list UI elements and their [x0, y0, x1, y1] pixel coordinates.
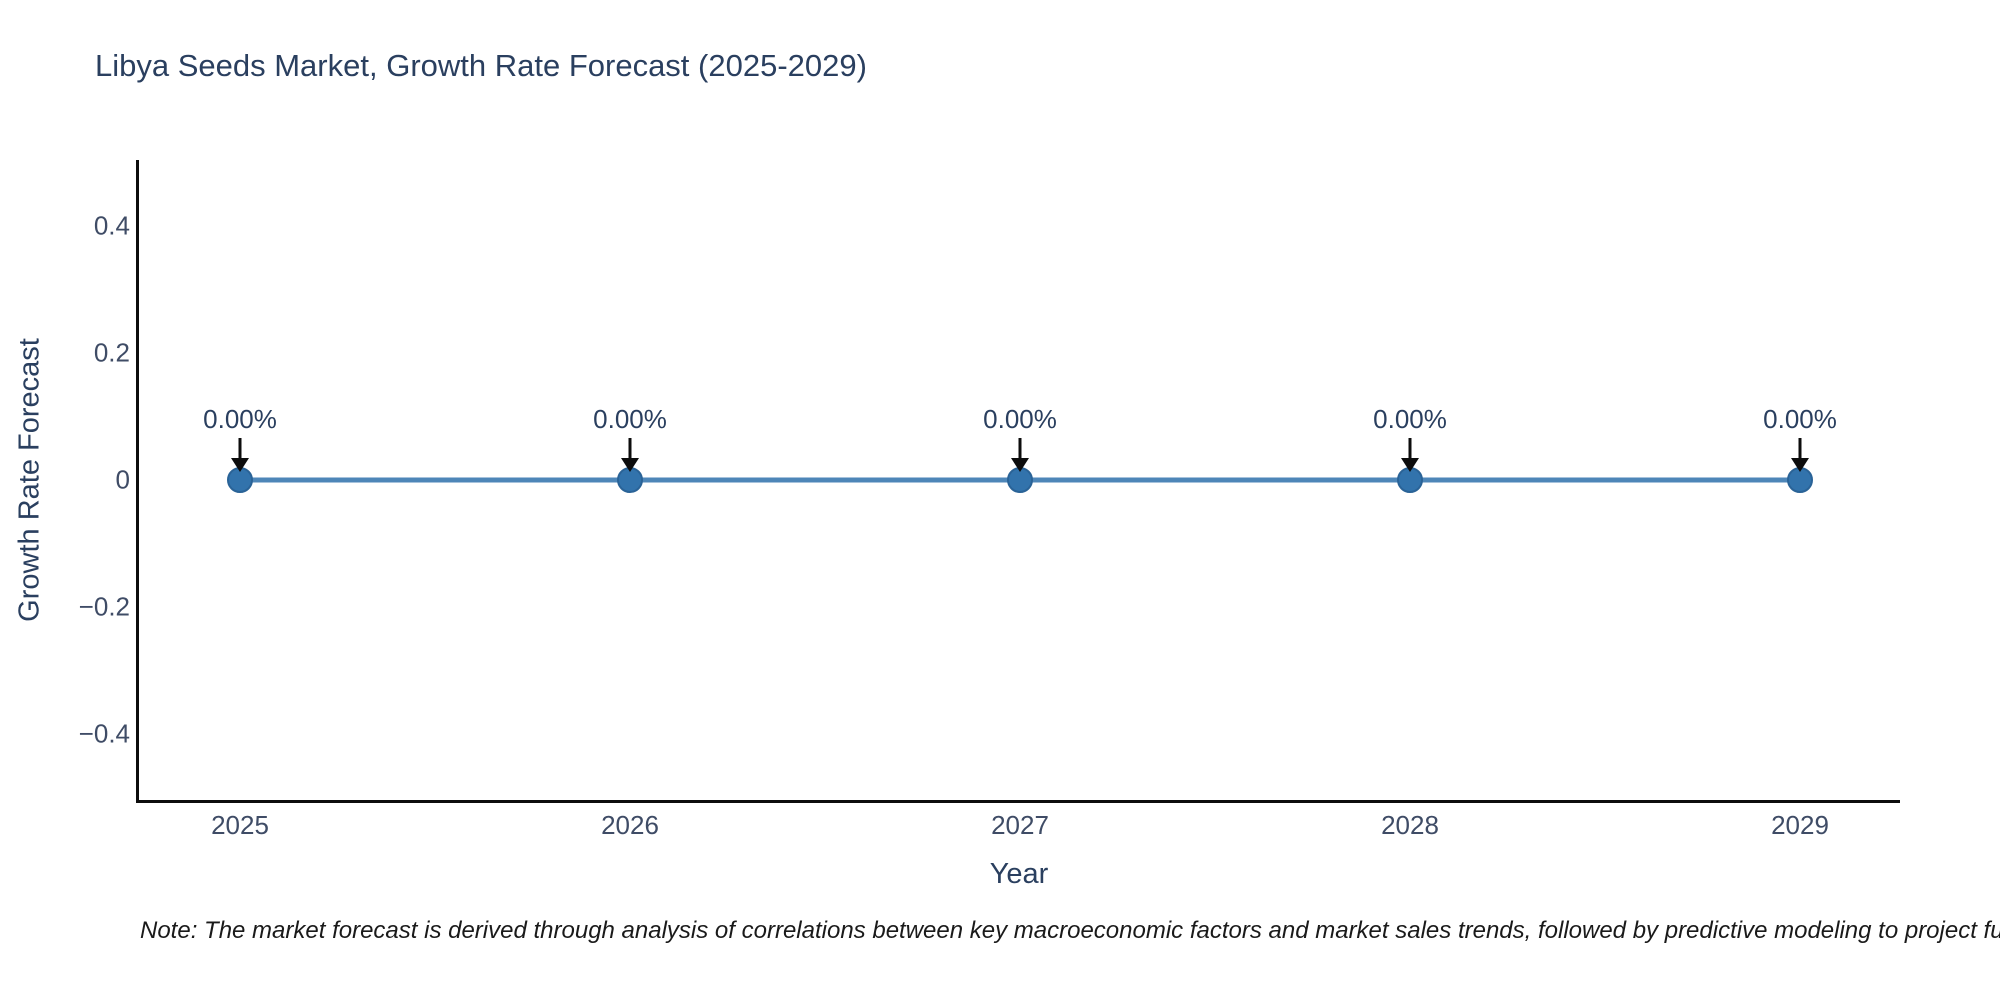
x-axis-line	[136, 800, 1900, 803]
y-axis-line	[136, 160, 139, 803]
annotation-arrow-shaft	[628, 438, 632, 460]
point-value-annotation: 0.00%	[593, 404, 667, 434]
annotation-arrow-head	[231, 458, 249, 472]
point-value-annotation: 0.00%	[983, 404, 1057, 434]
x-tick-label: 2026	[601, 810, 659, 840]
x-axis-title: Year	[989, 858, 1049, 890]
footnote: Note: The market forecast is derived thr…	[140, 917, 2000, 944]
x-tick-label: 2025	[211, 810, 269, 840]
x-tick-label: 2027	[991, 810, 1049, 840]
point-value-annotation: 0.00%	[1373, 404, 1447, 434]
y-tick-label: 0	[115, 464, 130, 495]
y-tick-label: −0.2	[78, 591, 130, 622]
annotation-arrow-shaft	[238, 438, 242, 460]
x-tick-label: 2029	[1771, 810, 1829, 840]
chart-title: Libya Seeds Market, Growth Rate Forecast…	[95, 48, 867, 83]
annotation-arrow-head	[1401, 458, 1419, 472]
y-tick-label: 0.4	[93, 210, 130, 241]
annotation-arrow-shaft	[1018, 438, 1022, 460]
x-tick-label: 2028	[1381, 810, 1439, 840]
annotation-arrow-shaft	[1408, 438, 1412, 460]
point-value-annotation: 0.00%	[1763, 404, 1837, 434]
point-value-annotation: 0.00%	[203, 404, 277, 434]
annotation-arrow-shaft	[1798, 438, 1802, 460]
y-tick-label: −0.4	[78, 718, 130, 749]
y-tick-label: 0.2	[93, 337, 130, 368]
annotation-arrow-head	[621, 458, 639, 472]
annotation-arrow-head	[1011, 458, 1029, 472]
annotation-arrow-head	[1791, 458, 1809, 472]
